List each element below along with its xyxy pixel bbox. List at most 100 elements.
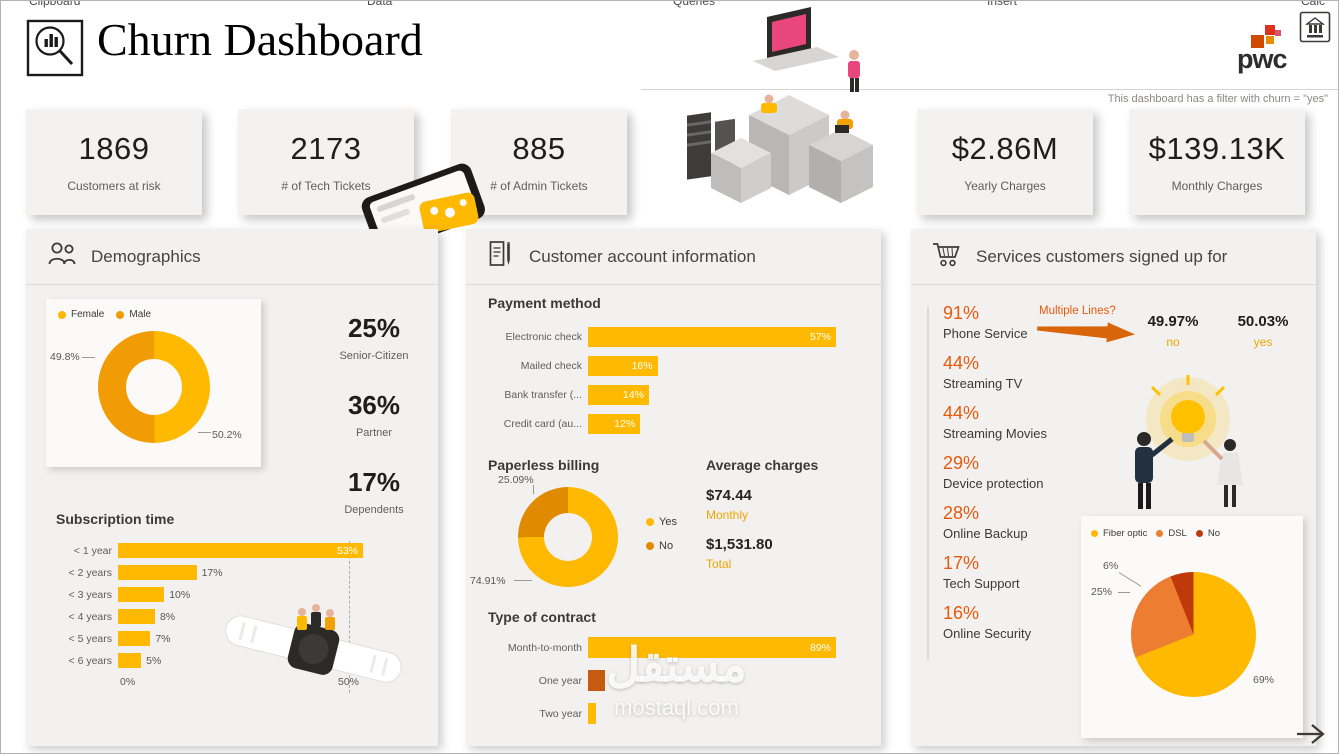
bar-row: < 3 years 10% bbox=[56, 587, 363, 602]
multiple-lines-yes[interactable]: 50.03% yes bbox=[1237, 313, 1289, 349]
bar-row: < 6 years 5% bbox=[56, 653, 363, 668]
legend-dsl[interactable]: DSL bbox=[1156, 528, 1187, 539]
filter-note: This dashboard has a filter with churn =… bbox=[1107, 93, 1328, 105]
kpi-monthly-charges[interactable]: $139.13K Monthly Charges bbox=[1129, 109, 1305, 215]
bar[interactable] bbox=[588, 703, 597, 724]
legend-male[interactable]: Male bbox=[116, 309, 151, 320]
stat-value: 25% bbox=[347, 313, 401, 343]
paperless-yes-label: 74.91% bbox=[470, 575, 506, 587]
next-page-arrow-icon[interactable] bbox=[1295, 721, 1329, 747]
bar-category-label: < 6 years bbox=[68, 654, 112, 667]
gender-donut-chart[interactable] bbox=[98, 331, 210, 443]
stat-value: 17% bbox=[347, 467, 401, 497]
bar-value-label: 7% bbox=[155, 632, 171, 645]
paperless-billing-title: Paperless billing bbox=[488, 457, 600, 473]
female-share-label: 49.8% bbox=[50, 351, 80, 363]
legend-dot bbox=[1195, 530, 1203, 537]
paperless-billing-donut[interactable] bbox=[518, 487, 618, 587]
payment-method-chart[interactable]: Electronic check 57% Mailed check 16% Ba… bbox=[488, 327, 836, 443]
bar-value-label: 5% bbox=[146, 654, 162, 667]
service-streaming-tv[interactable]: 44% Streaming TV bbox=[943, 353, 1023, 391]
average-charges-card[interactable]: Average charges $74.44 Monthly $1,531.80… bbox=[706, 457, 818, 571]
bar[interactable]: 53% bbox=[118, 543, 363, 558]
demographic-stats: 25% Senior-Citizen 36% Partner 17% Depen… bbox=[314, 313, 434, 544]
customer-account-panel: Customer account information Payment met… bbox=[466, 229, 881, 746]
legend-no[interactable]: No bbox=[646, 540, 677, 552]
bar-category-label: Mailed check bbox=[520, 360, 582, 372]
service-online-security[interactable]: 16% Online Security bbox=[943, 603, 1032, 641]
bar-value-label: 16% bbox=[631, 360, 653, 372]
multiple-lines-no[interactable]: 49.97% no bbox=[1147, 313, 1199, 349]
type-of-contract-chart[interactable]: Month-to-month 89% One year Two year bbox=[488, 637, 836, 736]
donut-hole bbox=[544, 513, 592, 561]
donut-hole bbox=[126, 359, 182, 415]
bar[interactable] bbox=[118, 609, 155, 624]
axis-tick: 50% bbox=[338, 676, 360, 688]
legend-dot bbox=[646, 542, 654, 550]
ribbon-group-data[interactable]: Data bbox=[367, 1, 393, 8]
service-device-protection[interactable]: 29% Device protection bbox=[943, 453, 1044, 491]
bar-value-label: 10% bbox=[169, 588, 191, 601]
orange-arrow-icon bbox=[1037, 321, 1137, 345]
service-phone[interactable]: 91% Phone Service bbox=[943, 303, 1028, 341]
fiber-share-label: 69% bbox=[1253, 674, 1275, 686]
header-divider bbox=[641, 89, 1338, 90]
legend-female[interactable]: Female bbox=[58, 309, 104, 320]
services-list-rule bbox=[927, 307, 929, 659]
service-tech-support[interactable]: 17% Tech Support bbox=[943, 553, 1020, 591]
bar-row: Month-to-month 89% bbox=[488, 637, 836, 658]
payment-method-title: Payment method bbox=[488, 295, 601, 311]
ribbon-group-clipboard[interactable]: Clipboard bbox=[29, 1, 81, 8]
bar[interactable]: 12% bbox=[588, 414, 641, 434]
bar-row: Bank transfer (... 14% bbox=[488, 385, 836, 405]
page-title: Churn Dashboard bbox=[97, 14, 423, 65]
stat-dependents[interactable]: 17% Dependents bbox=[314, 467, 434, 516]
document-pen-icon bbox=[486, 239, 516, 274]
internet-service-pie-chart[interactable] bbox=[1131, 572, 1256, 697]
legend-label: Yes bbox=[659, 516, 677, 528]
internet-service-pie-card[interactable]: Fiber optic DSL No 6% 25% 69% bbox=[1081, 516, 1303, 738]
axis-tick: 0% bbox=[120, 676, 136, 688]
ribbon-group-queries[interactable]: Queries bbox=[673, 1, 716, 8]
legend-no-internet[interactable]: No bbox=[1195, 528, 1220, 539]
total-charge-label: Total bbox=[706, 557, 732, 571]
services-header: Services customers signed up for bbox=[911, 229, 1316, 285]
bar[interactable] bbox=[588, 670, 605, 691]
bar[interactable]: 57% bbox=[588, 327, 836, 347]
bar[interactable] bbox=[118, 631, 151, 646]
churn-analysis-icon bbox=[26, 19, 84, 77]
corner-building-icon[interactable] bbox=[1299, 11, 1331, 43]
bar[interactable] bbox=[118, 565, 197, 580]
bar[interactable]: 16% bbox=[588, 356, 658, 376]
kpi-label: # of Tech Tickets bbox=[281, 179, 371, 193]
service-online-backup[interactable]: 28% Online Backup bbox=[943, 503, 1028, 541]
legend-dot bbox=[1156, 530, 1164, 537]
x-axis: 0% 50% bbox=[56, 676, 363, 692]
kpi-value: $139.13K bbox=[1148, 131, 1286, 166]
legend-yes[interactable]: Yes bbox=[646, 516, 677, 528]
subscription-time-chart[interactable]: < 1 year 53% < 2 years 17% < 3 years 10%… bbox=[56, 541, 363, 693]
stat-partner[interactable]: 36% Partner bbox=[314, 390, 434, 439]
ribbon-group-insert[interactable]: Insert bbox=[987, 1, 1018, 8]
bar[interactable]: 89% bbox=[588, 637, 836, 658]
bar-value-label: 17% bbox=[201, 566, 223, 579]
bar[interactable]: 14% bbox=[588, 385, 649, 405]
kpi-yearly-charges[interactable]: $2.86M Yearly Charges bbox=[917, 109, 1093, 215]
bar[interactable] bbox=[118, 587, 165, 602]
stat-label: Dependents bbox=[344, 504, 404, 516]
stat-senior-citizen[interactable]: 25% Senior-Citizen bbox=[314, 313, 434, 362]
kpi-value: 1869 bbox=[78, 131, 150, 166]
service-streaming-movies[interactable]: 44% Streaming Movies bbox=[943, 403, 1048, 441]
bar-value-label: 12% bbox=[614, 418, 636, 430]
bar[interactable] bbox=[118, 653, 142, 668]
ribbon-group-calc[interactable]: Calc bbox=[1301, 1, 1326, 8]
bar-row: < 5 years 7% bbox=[56, 631, 363, 646]
stat-label: Partner bbox=[355, 427, 393, 439]
legend-fiber-optic[interactable]: Fiber optic bbox=[1091, 528, 1147, 539]
gender-donut-card[interactable]: Female Male 49.8% 50.2% bbox=[46, 299, 261, 467]
bar-row: < 2 years 17% bbox=[56, 565, 363, 580]
paperless-no-label: 25.09% bbox=[498, 474, 534, 486]
kpi-customers-at-risk[interactable]: 1869 Customers at risk bbox=[26, 109, 202, 215]
isometric-workspace-illustration bbox=[649, 3, 894, 215]
